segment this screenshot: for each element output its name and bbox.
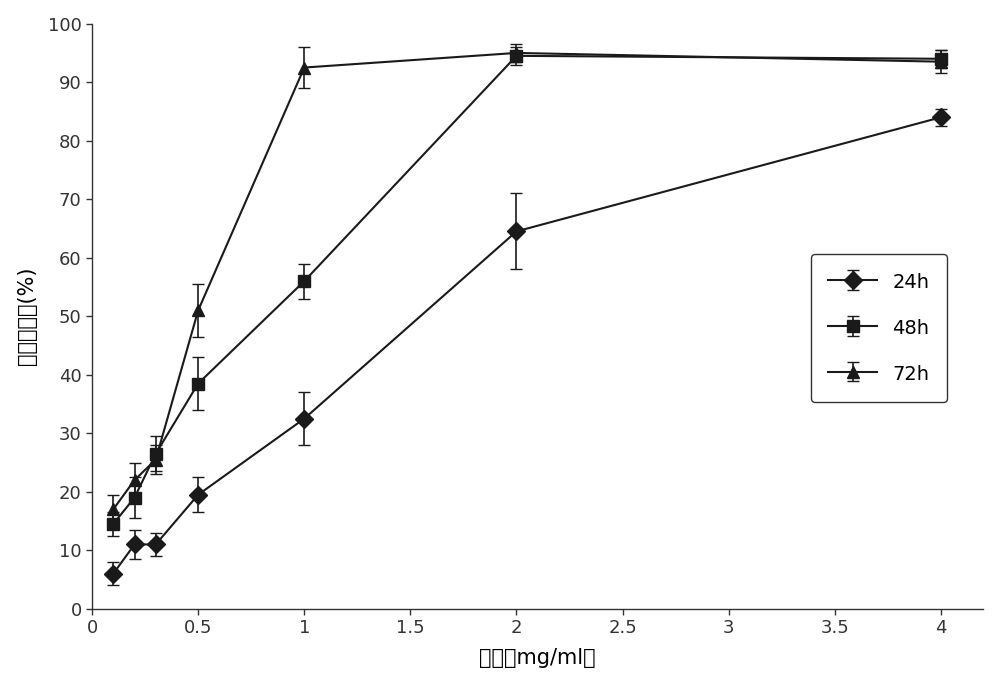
Y-axis label: 细胞抑制率(%): 细胞抑制率(%) — [17, 267, 37, 366]
X-axis label: 浓度（mg/ml）: 浓度（mg/ml） — [479, 648, 596, 669]
Legend: 24h, 48h, 72h: 24h, 48h, 72h — [811, 254, 947, 401]
